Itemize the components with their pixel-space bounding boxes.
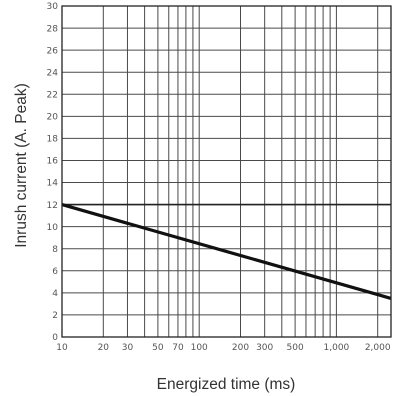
y-tick-label: 20 (47, 113, 59, 123)
y-tick-label: 24 (47, 68, 59, 78)
x-tick-label: 500 (287, 343, 304, 353)
y-tick-label: 30 (47, 2, 59, 12)
x-tick-label: 300 (256, 343, 273, 353)
y-tick-label: 6 (52, 267, 58, 277)
x-tick-label: 20 (98, 343, 110, 353)
x-tick-label: 100 (191, 343, 208, 353)
y-tick-label: 16 (47, 157, 59, 167)
y-tick-label: 22 (47, 90, 58, 100)
y-tick-label: 26 (47, 46, 59, 56)
y-tick-label: 10 (47, 223, 59, 233)
y-tick-label: 2 (52, 311, 58, 321)
x-tick-labels: 10 20 30 50 70 100 200 300 500 1,000 2,000 (56, 343, 391, 353)
x-tick-label: 10 (56, 343, 68, 353)
x-tick-label: 30 (122, 343, 134, 353)
y-tick-label: 4 (52, 289, 58, 299)
x-tick-label: 50 (152, 343, 164, 353)
y-axis-label: Inrush current (A. Peak) (13, 83, 30, 248)
series (61, 203, 392, 300)
y-tick-label: 8 (52, 245, 58, 255)
y-tick-label: 14 (47, 179, 59, 189)
x-tick-label: 1,000 (324, 343, 350, 353)
x-tick-label: 2,000 (365, 343, 391, 353)
x-tick-label: 70 (172, 343, 184, 353)
grid (61, 5, 391, 338)
series-line (61, 203, 392, 300)
x-axis-label: Energized time (ms) (157, 376, 296, 393)
y-tick-label: 12 (47, 201, 58, 211)
y-tick-label: 18 (47, 135, 59, 145)
x-tick-label: 200 (232, 343, 249, 353)
y-tick-label: 28 (47, 24, 59, 34)
y-tick-label: 0 (52, 333, 58, 343)
plot-frame (61, 5, 392, 338)
